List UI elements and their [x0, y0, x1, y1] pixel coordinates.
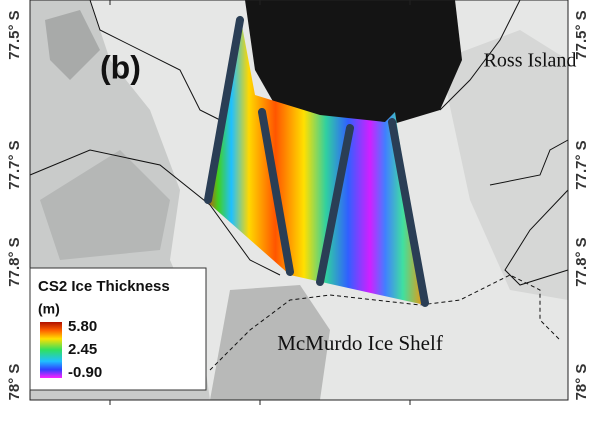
latitude-label: 77.8° S — [573, 237, 590, 286]
legend: CS2 Ice Thickness (m) 5.80 2.45 -0.90 — [29, 267, 207, 391]
latitude-label: 77.5° S — [573, 10, 590, 59]
latitude-label: 77.7° S — [6, 140, 23, 189]
legend-title: CS2 Ice Thickness — [38, 278, 170, 295]
legend-unit: (m) — [38, 301, 60, 317]
latitude-label: 77.7° S — [573, 140, 590, 189]
place-label: McMurdo Ice Shelf — [277, 331, 443, 355]
panel-label: (b) — [100, 49, 141, 85]
legend-tick: 2.45 — [68, 341, 97, 358]
latitude-label: 78° S — [6, 364, 23, 401]
latitude-label: 77.5° S — [6, 10, 23, 59]
legend-tick: -0.90 — [68, 364, 102, 381]
legend-tick: 5.80 — [68, 318, 97, 335]
place-label: Ross Island — [484, 50, 577, 72]
latitude-label: 78° S — [573, 364, 590, 401]
latitude-label: 77.8° S — [6, 237, 23, 286]
